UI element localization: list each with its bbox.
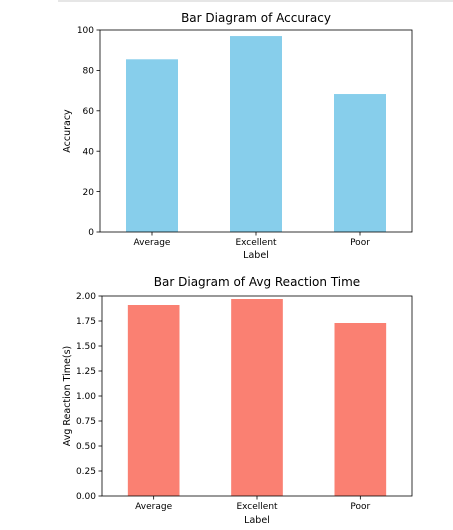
plot-frame xyxy=(99,29,413,233)
y-tick-label: 2.00 xyxy=(76,292,96,302)
x-tick-label: Excellent xyxy=(236,502,278,512)
y-tick-label: 1.50 xyxy=(76,342,96,352)
y-tick-label: 60 xyxy=(83,107,95,117)
x-tick-label: Excellent xyxy=(235,238,277,248)
y-tick-label: 80 xyxy=(83,67,95,77)
y-axis-label: Accuracy xyxy=(62,109,73,153)
y-tick-label: 100 xyxy=(77,26,94,36)
bar-excellent xyxy=(231,299,283,496)
x-tick-label: Average xyxy=(134,238,171,248)
x-tick-label: Poor xyxy=(350,238,370,248)
y-tick-label: 1.25 xyxy=(76,367,96,377)
bar-excellent xyxy=(230,36,282,233)
reaction-time-bar-chart: Bar Diagram of Avg Reaction Time Average… xyxy=(62,275,413,526)
y-tick-label: 1.00 xyxy=(76,392,96,402)
bar-average xyxy=(126,59,178,232)
y-tick-label: 1.75 xyxy=(76,317,96,327)
accuracy-bar-chart: Bar Diagram of Accuracy Average Excellent… xyxy=(62,11,413,261)
plot-frame xyxy=(101,295,413,497)
x-axis-label: Label xyxy=(243,250,269,261)
x-tick-label: Average xyxy=(135,502,172,512)
y-axis-label: Avg Reaction Time(s) xyxy=(62,346,73,447)
x-tick-label: Poor xyxy=(350,502,370,512)
y-tick-label: 0.25 xyxy=(76,467,96,477)
chart-title: Bar Diagram of Avg Reaction Time xyxy=(154,275,360,289)
y-tick-label: 0.75 xyxy=(76,417,96,427)
bar-poor xyxy=(334,323,387,496)
x-axis-label: Label xyxy=(244,515,270,526)
bar-average xyxy=(127,305,180,496)
y-tick-label: 20 xyxy=(83,188,95,198)
y-tick-label: 0.00 xyxy=(76,492,96,502)
cell-divider xyxy=(58,0,453,2)
bar-poor xyxy=(334,94,386,232)
y-tick-label: 40 xyxy=(83,147,95,157)
y-tick-label: 0.50 xyxy=(76,442,96,452)
y-tick-label: 0 xyxy=(88,228,94,238)
chart-title: Bar Diagram of Accuracy xyxy=(181,11,331,25)
